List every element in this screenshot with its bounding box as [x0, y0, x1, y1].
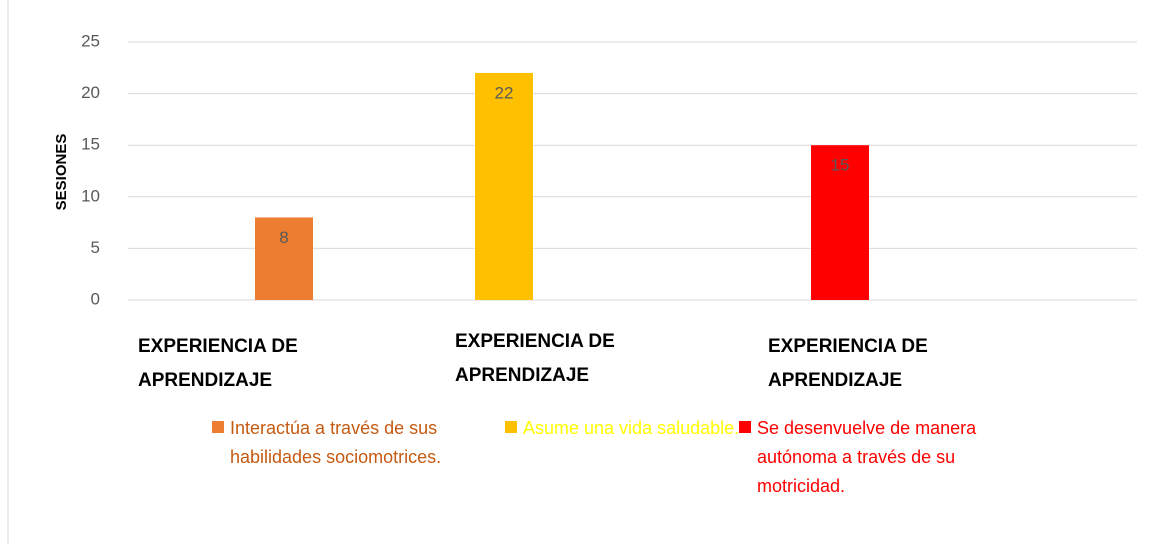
- legend-item: Se desenvuelve de manera autónoma a trav…: [739, 414, 982, 501]
- value-label: 15: [831, 156, 850, 175]
- y-axis-label: SESIONES: [53, 134, 70, 211]
- y-tick-label: 20: [81, 83, 100, 102]
- y-tick-label: 25: [81, 31, 100, 50]
- legend-item: Asume una vida saludable.: [505, 414, 748, 443]
- x-tick-label: EXPERIENCIA DE APRENDIZAJE: [138, 336, 298, 391]
- value-label: 8: [279, 228, 288, 247]
- x-tick-label: EXPERIENCIA DE APRENDIZAJE: [768, 336, 928, 391]
- legend-label: Asume una vida saludable.: [523, 418, 740, 438]
- y-tick-label: 15: [81, 135, 100, 154]
- y-tick-label: 10: [81, 186, 100, 205]
- legend-item: Interactúa a través de sus habilidades s…: [212, 414, 455, 472]
- bar: [475, 72, 533, 301]
- legend-swatch: [212, 421, 224, 433]
- y-tick-label: 0: [91, 289, 100, 308]
- bar: [255, 217, 313, 300]
- value-label: 22: [495, 83, 514, 102]
- bar: [811, 145, 869, 300]
- y-tick-label: 5: [91, 238, 100, 257]
- legend-swatch: [505, 421, 517, 433]
- legend-swatch: [739, 421, 751, 433]
- x-tick-label: EXPERIENCIA DE APRENDIZAJE: [455, 331, 615, 386]
- legend-label: Interactúa a través de sus habilidades s…: [230, 418, 442, 467]
- legend-label: Se desenvuelve de manera autónoma a trav…: [757, 418, 977, 496]
